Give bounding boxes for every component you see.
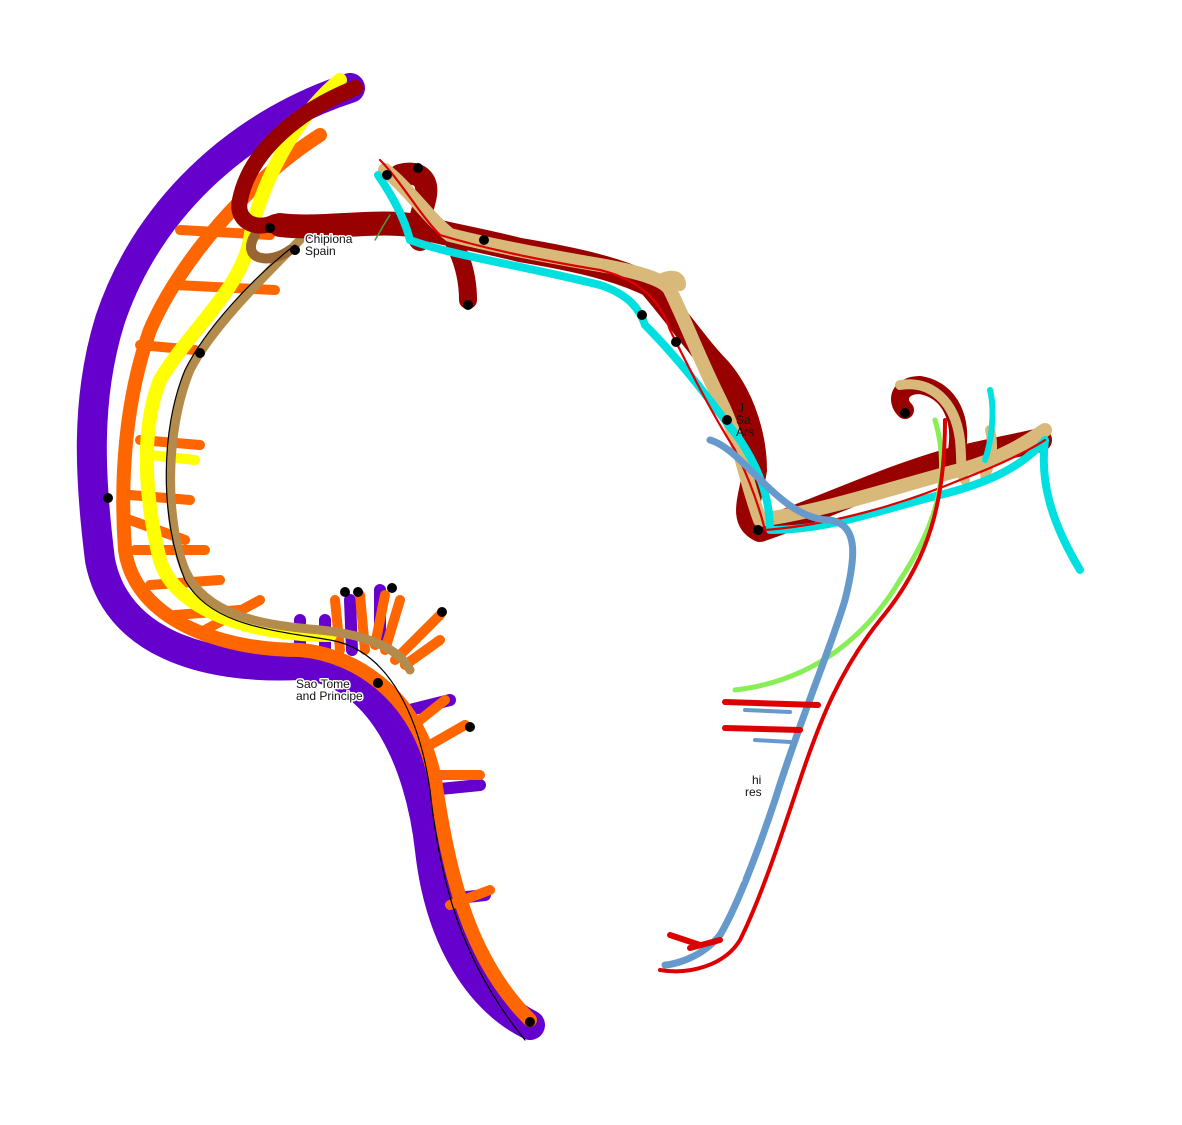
station-dot[interactable] — [900, 408, 910, 418]
green-short-line — [374, 214, 391, 241]
label-sao-tome: Sao Tome — [296, 677, 350, 691]
cyan-spur — [982, 387, 996, 463]
station-dot[interactable] — [465, 722, 475, 732]
label-fragment-res: res — [745, 785, 762, 799]
label-chipiona: Chipiona — [305, 232, 353, 246]
east-coast-routes — [658, 417, 947, 974]
station-dot[interactable] — [340, 587, 350, 597]
stations — [103, 163, 910, 1027]
label-and-principe: and Principe — [296, 689, 363, 703]
label-fragment-j: J — [738, 401, 744, 415]
station-dot[interactable] — [387, 583, 397, 593]
label-fragment-hi: hi — [752, 773, 761, 787]
red-east-route — [658, 418, 947, 974]
tan-route-line — [166, 235, 415, 675]
red-thin-north-route — [378, 158, 1047, 532]
map-labels: Chipiona Chipiona Spain Spain Sao Tome S… — [295, 231, 762, 800]
sand-spur-1 — [654, 270, 686, 291]
label-fragment-sa: Sa — [736, 413, 751, 427]
steelblue-route-line — [661, 436, 857, 969]
label-and-principe-halo: and Principe — [296, 689, 363, 703]
station-dot[interactable] — [722, 415, 732, 425]
north-coast-routes — [268, 158, 1084, 574]
cyan-north-route — [374, 171, 1084, 574]
red-east-stubs — [667, 699, 821, 951]
station-dot[interactable] — [195, 348, 205, 358]
station-dot[interactable] — [382, 170, 392, 180]
label-spain-halo: Spain — [305, 244, 336, 258]
darkred-west-spur — [231, 80, 363, 234]
black-route-line — [165, 244, 526, 1041]
sand-spur-2 — [895, 379, 970, 485]
station-dot[interactable] — [437, 607, 447, 617]
station-dot[interactable] — [413, 163, 423, 173]
station-dot[interactable] — [290, 245, 300, 255]
yellow-route-line — [139, 73, 347, 642]
station-dot[interactable] — [525, 1017, 535, 1027]
orange-route-line — [116, 128, 537, 1027]
station-dot[interactable] — [479, 235, 489, 245]
station-dot[interactable] — [637, 310, 647, 320]
white-break-line — [737, 757, 763, 883]
label-sao-tome-halo: Sao Tome — [296, 677, 350, 691]
blue-east-stubs — [743, 708, 792, 744]
station-dot[interactable] — [373, 678, 383, 688]
station-dot[interactable] — [753, 525, 763, 535]
station-dot[interactable] — [265, 223, 275, 233]
label-chipiona-halo: Chipiona — [305, 232, 353, 246]
station-dot[interactable] — [463, 300, 473, 310]
west-coast-routes — [76, 73, 545, 1041]
darkred-north-spur-1 — [389, 162, 438, 251]
station-dot[interactable] — [671, 337, 681, 347]
darkred-east-hook — [891, 376, 968, 469]
label-fragment-ars: Ars — [736, 425, 754, 439]
label-spain: Spain — [305, 244, 336, 258]
station-dot[interactable] — [103, 493, 113, 503]
sand-north-route — [378, 163, 1052, 527]
purple-route-line — [76, 73, 545, 1040]
station-dot[interactable] — [353, 587, 363, 597]
